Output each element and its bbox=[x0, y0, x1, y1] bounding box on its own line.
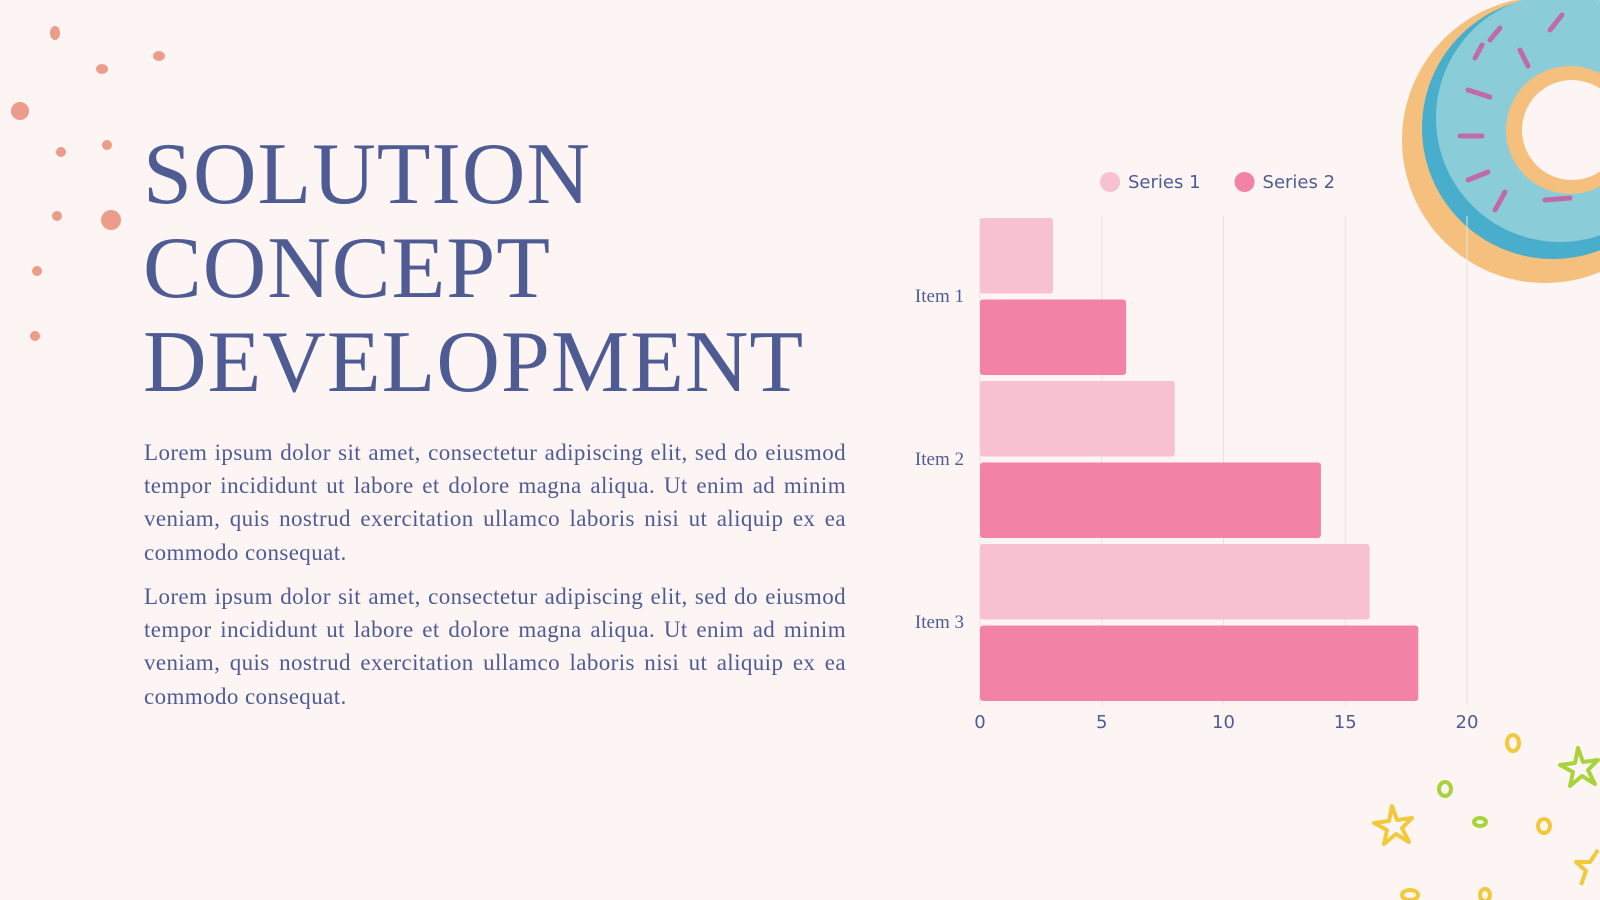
donut bbox=[1402, 0, 1600, 283]
bar bbox=[980, 218, 1054, 294]
bar bbox=[980, 462, 1321, 538]
bar bbox=[980, 381, 1175, 457]
bar bbox=[980, 544, 1370, 620]
dots bbox=[11, 26, 165, 341]
legend-label: Series 1 bbox=[1128, 172, 1201, 193]
legend-marker bbox=[1100, 172, 1120, 192]
category-label: Item 2 bbox=[915, 449, 964, 470]
category-label: Item 1 bbox=[915, 286, 964, 307]
x-tick-label: 20 bbox=[1456, 712, 1479, 733]
title-line: DEVELOPMENT bbox=[143, 314, 805, 411]
legend-label: Series 2 bbox=[1263, 172, 1336, 193]
bar bbox=[980, 625, 1419, 701]
title: SOLUTION CONCEPT DEVELOPMENT bbox=[143, 128, 804, 410]
legend-marker bbox=[1234, 172, 1255, 192]
sprinkles bbox=[1372, 733, 1600, 900]
title-line: SOLUTION bbox=[143, 126, 591, 223]
x-tick-label: 10 bbox=[1212, 712, 1235, 733]
title-line: CONCEPT bbox=[143, 220, 551, 317]
x-tick-label: 15 bbox=[1334, 712, 1357, 733]
paragraph: Lorem ipsum dolor sit amet, consectetur … bbox=[144, 440, 846, 565]
x-tick-label: 0 bbox=[974, 712, 985, 733]
x-tick-label: 5 bbox=[1096, 712, 1107, 733]
paragraph: Lorem ipsum dolor sit amet, consectetur … bbox=[144, 584, 846, 709]
category-label: Item 3 bbox=[915, 612, 964, 633]
bar bbox=[980, 299, 1127, 375]
